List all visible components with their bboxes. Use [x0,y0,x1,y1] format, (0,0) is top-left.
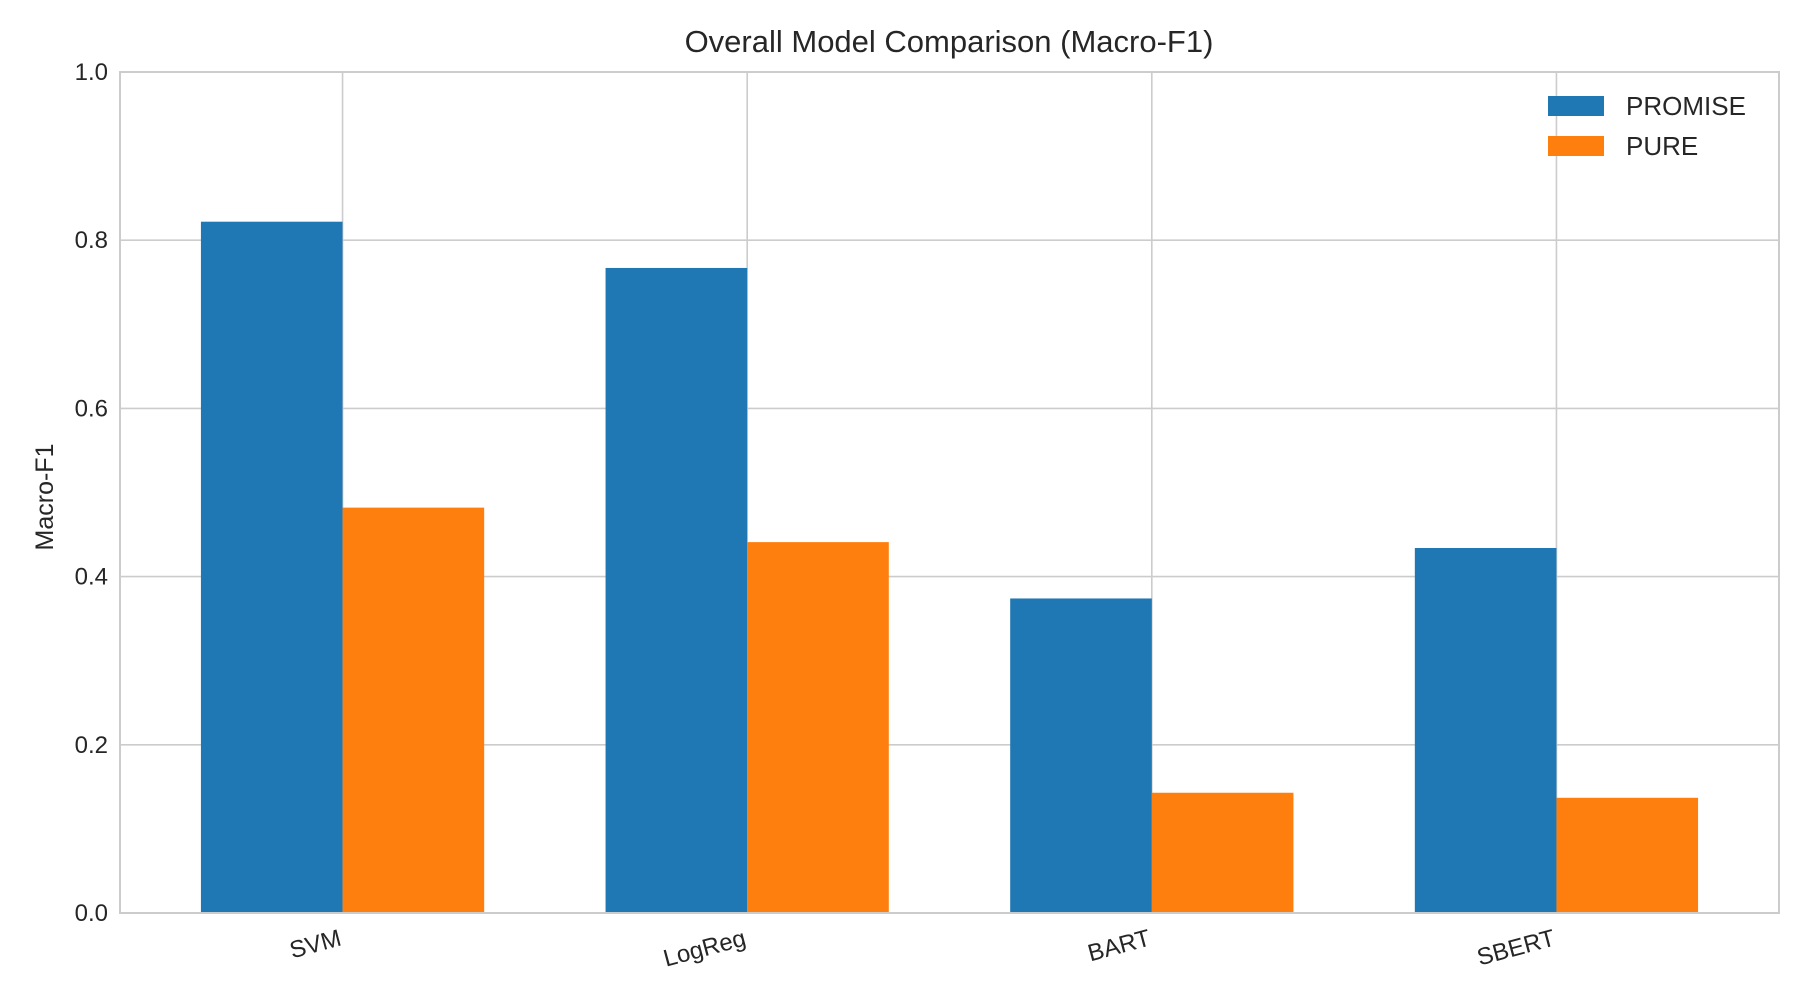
bar-promise-svm [200,221,343,913]
bars [200,221,1699,913]
legend-swatch-promise [1548,96,1604,116]
legend-label-pure: PURE [1626,131,1698,161]
legend-label-promise: PROMISE [1626,91,1746,121]
legend: PROMISE PURE [1548,91,1746,161]
y-tick-label: 0.0 [75,900,108,927]
bar-pure-sbert [1556,797,1699,913]
bar-pure-svm [342,507,485,913]
y-tick-label: 0.6 [75,395,108,422]
legend-swatch-pure [1548,136,1604,156]
y-tick-label: 0.4 [75,564,108,591]
bar-pure-bart [1151,792,1294,913]
chart-title: Overall Model Comparison (Macro-F1) [685,24,1214,59]
plot-frame [119,71,1780,914]
y-tick-labels: 0.0 0.2 0.4 0.6 0.8 1.0 [75,59,108,927]
y-tick-label: 0.2 [75,732,108,759]
y-tick-label: 0.8 [75,227,108,254]
bar-promise-logreg [605,267,748,913]
bar-promise-sbert [1414,548,1557,913]
bar-promise-bart [1010,598,1152,913]
y-tick-label: 1.0 [75,59,108,86]
bar-pure-logreg [747,542,889,913]
y-axis-label: Macro-F1 [31,444,59,551]
